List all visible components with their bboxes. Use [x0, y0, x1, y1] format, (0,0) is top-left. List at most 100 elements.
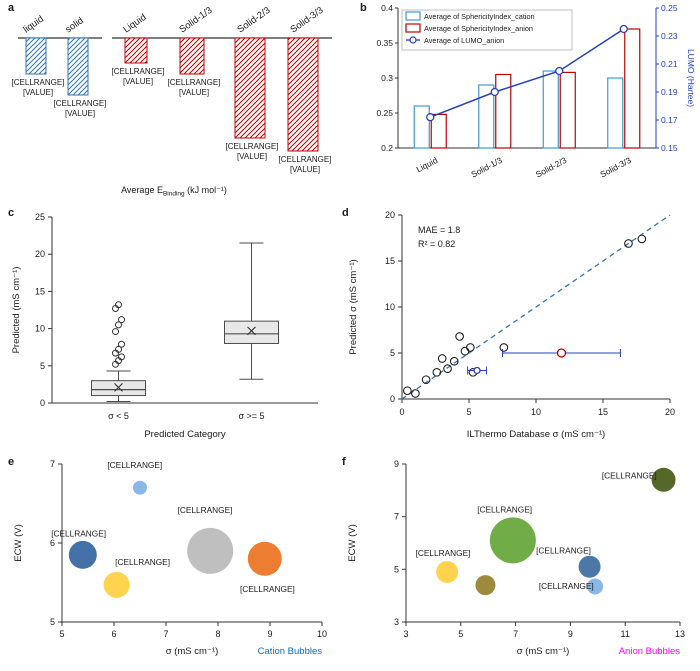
bar-cation-Solid-3/3 — [607, 77, 624, 149]
box-category-label: σ < 5 — [108, 411, 129, 421]
bar-datalabel-line1: [CELLRANGE] — [112, 67, 165, 76]
red-highlight-point — [556, 348, 567, 358]
bubble-label: [CELLRANGE] — [107, 460, 162, 470]
bar-datalabel-line2: [VALUE] — [23, 88, 53, 97]
scatter-point — [465, 343, 475, 352]
scatter-point — [411, 389, 420, 398]
left-tick-label: 0.3 — [381, 73, 393, 83]
y-tick-label: 7 — [394, 512, 399, 522]
bubble-label: [CELLRANGE] — [477, 505, 532, 515]
right-tick-label: 0.19 — [661, 87, 678, 97]
bubble — [587, 578, 604, 595]
right-tick-label: 0.21 — [661, 59, 678, 69]
x-tick-label: 3 — [403, 629, 408, 639]
bar-anion-Solid-1/3 — [495, 73, 512, 149]
bar-Solid-2/3 — [234, 37, 266, 139]
y-axis-title: ECW (V) — [347, 524, 358, 561]
bar-datalabel-line1: [CELLRANGE] — [54, 99, 107, 108]
scatter-point — [432, 367, 442, 377]
right-axis-title: LUMO (Hartee) — [686, 49, 696, 107]
blue-highlight-point — [473, 366, 481, 375]
y-tick-label: 7 — [50, 459, 55, 469]
legend: Average of SphericityIndex_cation Average… — [401, 9, 573, 51]
x-tick-label: 10 — [317, 629, 327, 639]
scatter-point — [455, 332, 464, 341]
y-tick-label: 15 — [35, 286, 45, 296]
lumo-marker — [490, 87, 499, 97]
bubble — [578, 555, 601, 578]
scatter-point — [449, 356, 459, 366]
bubble — [187, 527, 234, 574]
bubble — [68, 540, 97, 569]
mean-marker — [114, 382, 123, 392]
mean-marker — [247, 326, 256, 336]
y-tick-label: 5 — [394, 564, 399, 574]
y-tick-label: 10 — [35, 324, 45, 334]
x-axis-title: σ (mS cm⁻¹) — [517, 646, 570, 657]
legend-label: Average of SphericityIndex_anion — [424, 24, 533, 33]
bar-cation-Solid-1/3 — [478, 84, 495, 149]
chart-c-boxplot: 0 5 10 15 20 25 σ < 5 σ >= 5 Predicted Category P… — [11, 212, 318, 440]
category-label: Solid-1/3 — [177, 5, 214, 36]
bubble — [247, 541, 282, 576]
bar-datalabel-line2: [VALUE] — [123, 77, 153, 86]
x-axis-title: ILThermo Database σ (mS cm⁻¹) — [467, 429, 605, 440]
y-tick-label: 9 — [394, 459, 399, 469]
scatter-point — [403, 386, 412, 396]
y-axis-title: ECW (V) — [13, 524, 24, 561]
panel-d: d 0 5 10 15 20 0 5 10 15 20 MAE = 1.8 R² = 0.82 ILTh… — [340, 207, 694, 452]
y-tick-label: 20 — [385, 210, 395, 220]
x-category-label: Solid-3/3 — [598, 155, 633, 180]
bar-Solid-3/3 — [287, 37, 319, 152]
outlier-point — [118, 316, 125, 324]
panel-letter-f: f — [342, 456, 346, 468]
bubble — [475, 575, 496, 596]
panel-letter-c: c — [8, 207, 15, 219]
y-tick-label: 20 — [35, 249, 45, 259]
x-tick-label: 5 — [466, 407, 471, 417]
bubble-label: [CELLRANGE] — [51, 529, 106, 539]
y-tick-label: 5 — [50, 617, 55, 627]
bar-datalabel-line1: [CELLRANGE] — [279, 155, 332, 164]
box — [224, 320, 279, 344]
bar-datalabel-line1: [CELLRANGE] — [168, 78, 221, 87]
x-tick-label: 11 — [621, 629, 630, 639]
bubble — [133, 480, 147, 495]
outlier-point — [115, 301, 122, 309]
y-tick-label: 0 — [390, 394, 395, 404]
right-tick-label: 0.25 — [661, 3, 678, 13]
lumo-marker — [619, 24, 628, 34]
scatter-point — [460, 346, 470, 356]
left-tick-label: 0.4 — [381, 3, 393, 13]
panel-a: a liquid [CELLRANGE] [VALUE] solid [CELLRANG… — [6, 2, 340, 202]
bubble-label: [CELLRANGE] — [178, 505, 233, 515]
bar-datalabel-line2: [VALUE] — [65, 109, 95, 118]
outlier-point — [112, 328, 119, 336]
y-tick-label: 15 — [385, 256, 395, 266]
y-tick-label: 25 — [35, 212, 45, 222]
outlier-point — [118, 340, 125, 348]
bar-datalabel-line2: [VALUE] — [179, 88, 209, 97]
y-tick-label: 6 — [50, 538, 55, 548]
bar-liquid — [25, 37, 47, 75]
bar-datalabel-line1: [CELLRANGE] — [226, 142, 279, 151]
bubble-label: [CELLRANGE] — [416, 548, 471, 558]
lumo-marker — [555, 66, 564, 76]
y-tick-label: 0 — [40, 398, 45, 408]
x-tick-label: 15 — [598, 407, 608, 417]
box-category-label: σ >= 5 — [238, 411, 264, 421]
bubble-label: [CELLRANGE] — [539, 581, 594, 591]
bar-datalabel-line2: [VALUE] — [290, 165, 320, 174]
category-label: solid — [63, 15, 85, 35]
x-category-label: Solid-1/3 — [469, 155, 504, 180]
left-tick-label: 0.35 — [376, 38, 393, 48]
category-label: Solid-3/3 — [288, 5, 325, 36]
bar-solid — [67, 37, 89, 96]
x-axis-title: Average EBinding (kJ mol⁻¹) — [121, 185, 227, 198]
y-tick-label: 10 — [385, 302, 395, 312]
annotation-r2: R² = 0.82 — [418, 239, 455, 249]
legend-label: Average of LUMO_anion — [424, 36, 504, 45]
chart-d-parity-scatter: 0 5 10 15 20 0 5 10 15 20 MAE = 1.8 R² = 0.82 ILTher… — [348, 210, 675, 440]
category-label: Liquid — [121, 12, 148, 36]
bubble-label: [CELLRANGE] — [240, 584, 295, 594]
